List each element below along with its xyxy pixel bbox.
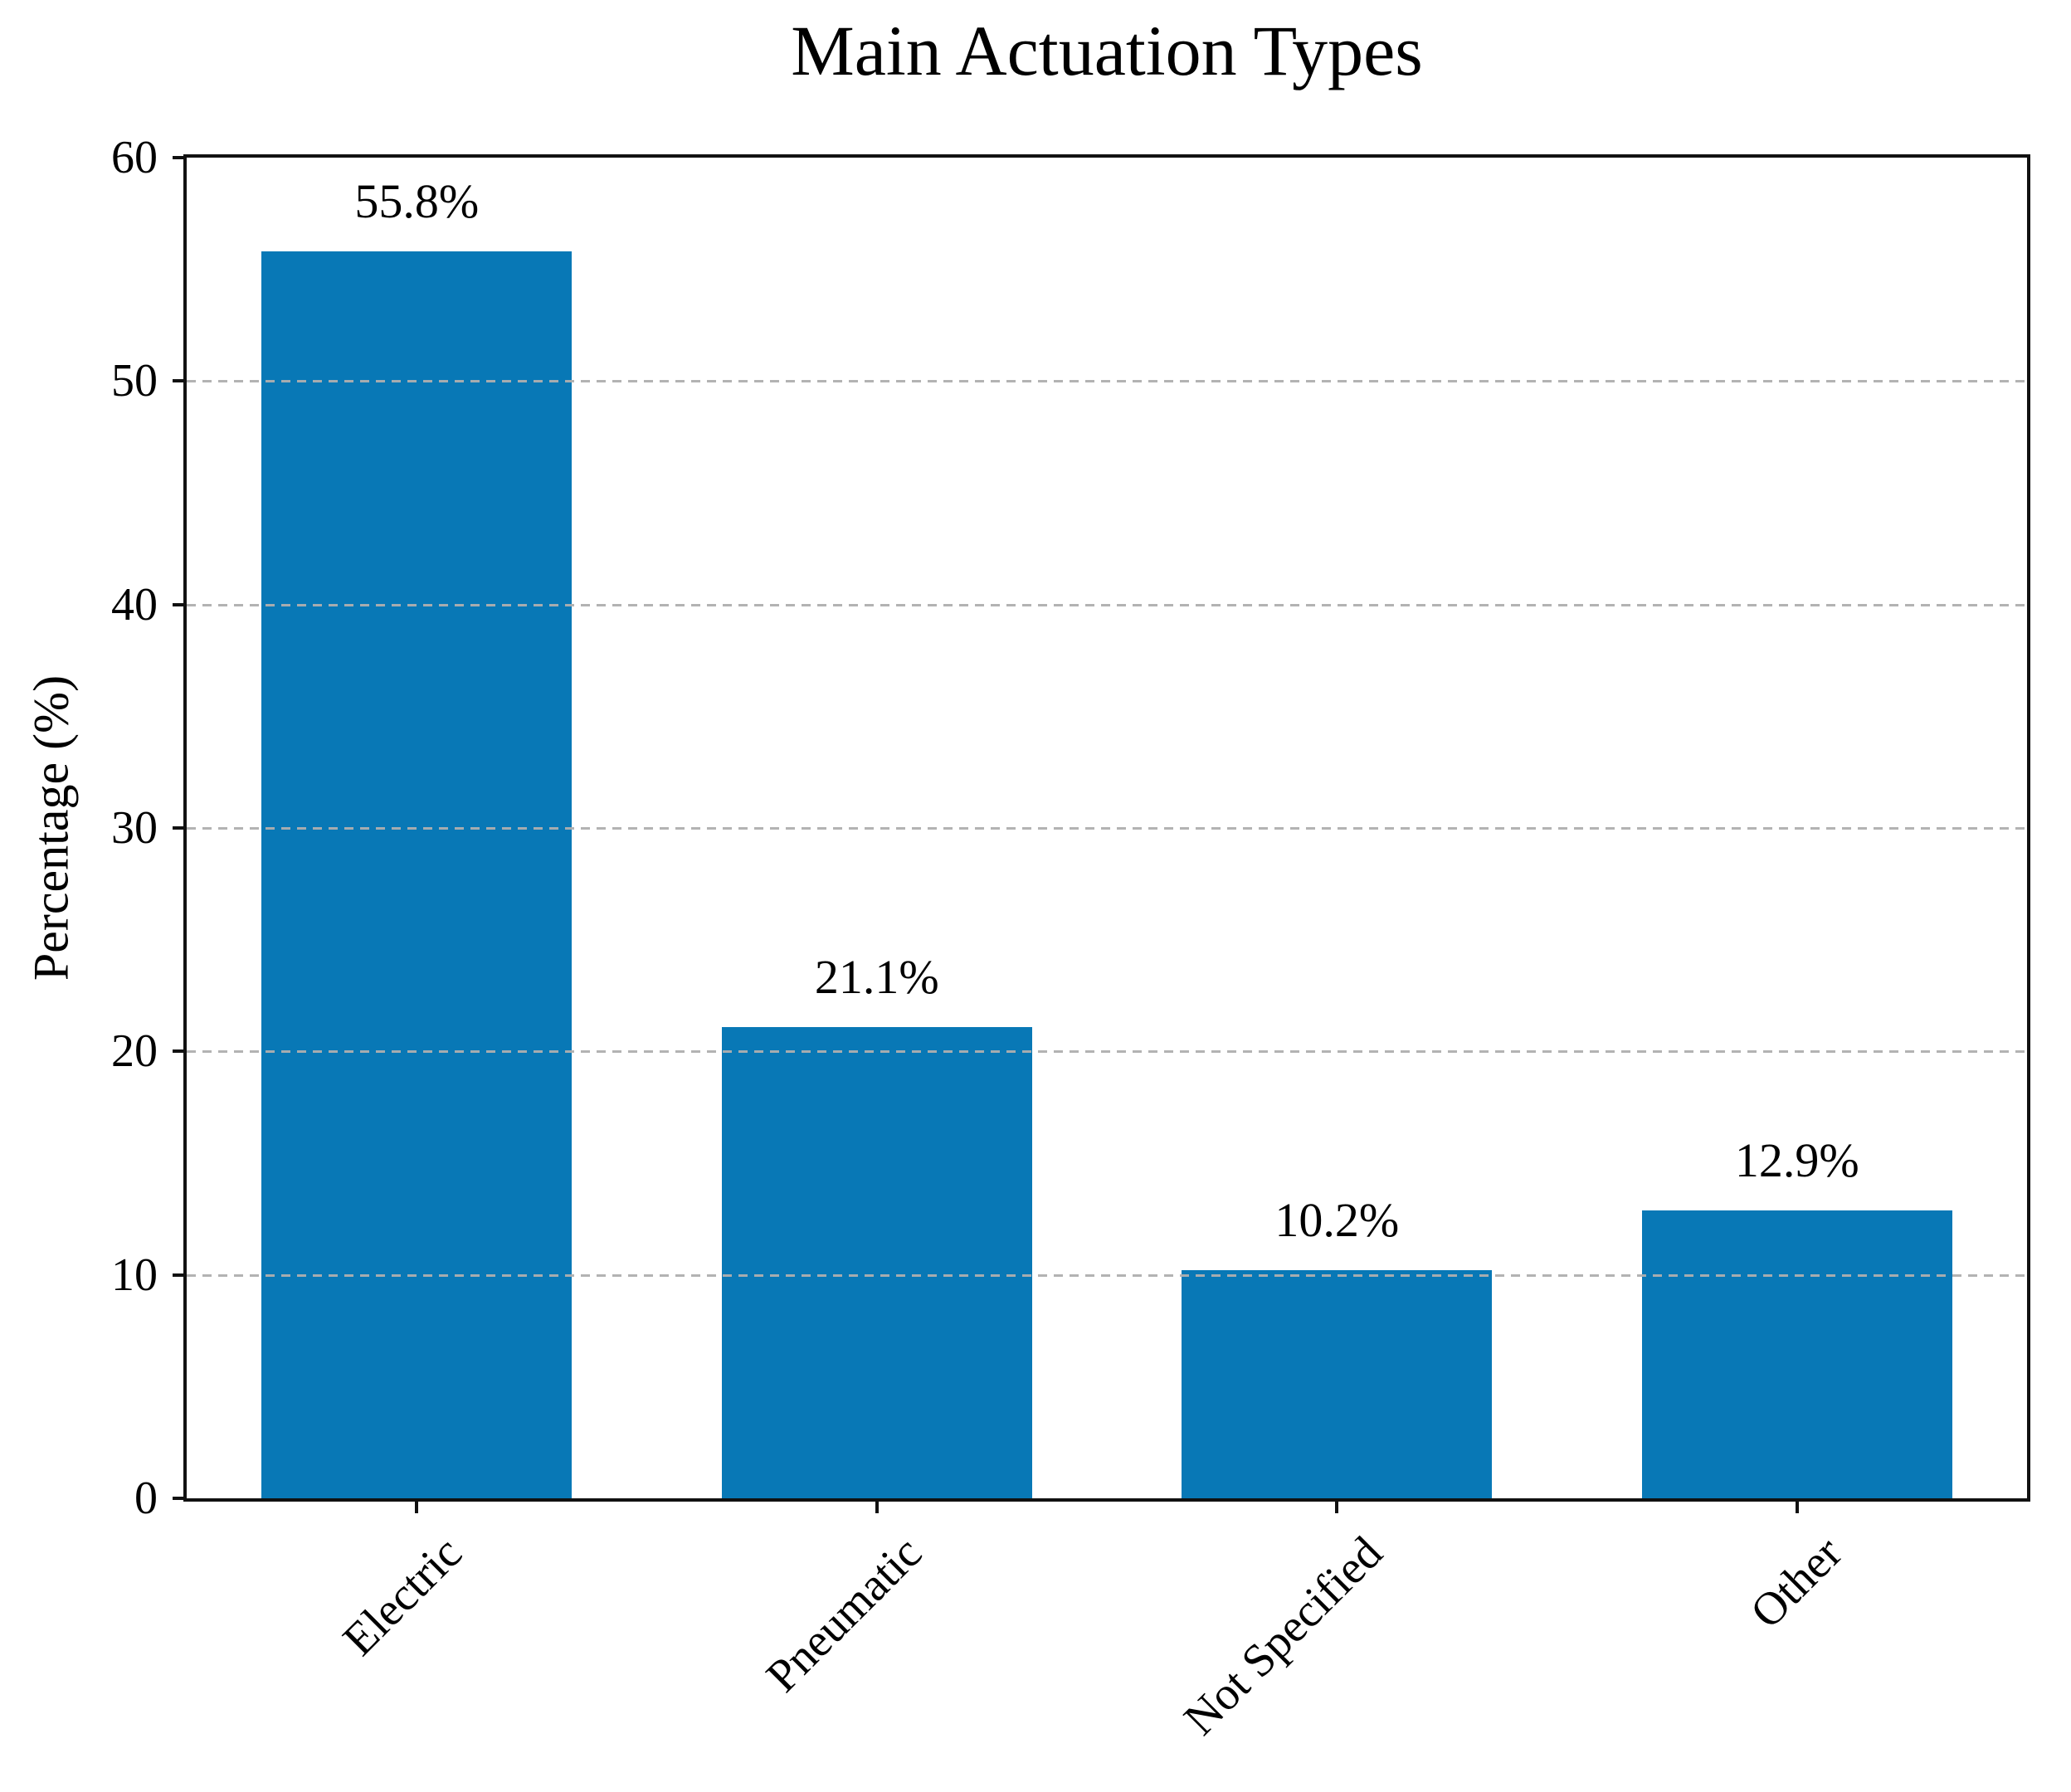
y-gridline bbox=[187, 603, 2027, 606]
y-gridline bbox=[187, 827, 2027, 830]
x-tick-label: Pneumatic bbox=[757, 1527, 933, 1702]
y-tick-label: 30 bbox=[111, 802, 158, 854]
y-tick-mark bbox=[173, 379, 187, 383]
y-gridline bbox=[187, 1273, 2027, 1277]
chart-title: Main Actuation Types bbox=[791, 11, 1423, 90]
bar bbox=[261, 251, 573, 1498]
y-tick-mark bbox=[173, 602, 187, 606]
y-tick-mark bbox=[173, 1273, 187, 1277]
x-tick-mark bbox=[1795, 1498, 1799, 1513]
bar-value-label: 10.2% bbox=[1274, 1193, 1400, 1248]
x-tick-label: Not Specified bbox=[1174, 1527, 1392, 1746]
bar bbox=[721, 1026, 1032, 1498]
y-tick-mark bbox=[173, 826, 187, 830]
y-tick-label: 60 bbox=[111, 132, 158, 183]
x-tick-label: Other bbox=[1741, 1527, 1853, 1639]
y-tick-label: 0 bbox=[134, 1473, 158, 1524]
bar-value-label: 12.9% bbox=[1734, 1132, 1859, 1187]
x-tick-mark bbox=[415, 1498, 419, 1513]
y-tick-label: 40 bbox=[111, 578, 158, 631]
y-tick-mark bbox=[173, 1497, 187, 1500]
y-tick-mark bbox=[173, 1049, 187, 1054]
y-tick-label: 20 bbox=[111, 1025, 158, 1078]
y-tick-label: 50 bbox=[111, 355, 158, 407]
y-tick-mark bbox=[173, 156, 187, 159]
x-tick-mark bbox=[875, 1498, 879, 1513]
bar bbox=[1182, 1270, 1493, 1498]
y-tick-label: 10 bbox=[111, 1249, 158, 1301]
bar-value-label: 55.8% bbox=[354, 174, 480, 229]
bar-value-label: 21.1% bbox=[814, 949, 939, 1004]
y-gridline bbox=[187, 380, 2027, 383]
x-tick-mark bbox=[1335, 1498, 1339, 1513]
bar bbox=[1641, 1210, 1952, 1498]
y-gridline bbox=[187, 1050, 2027, 1054]
x-tick-label: Electric bbox=[333, 1527, 472, 1666]
